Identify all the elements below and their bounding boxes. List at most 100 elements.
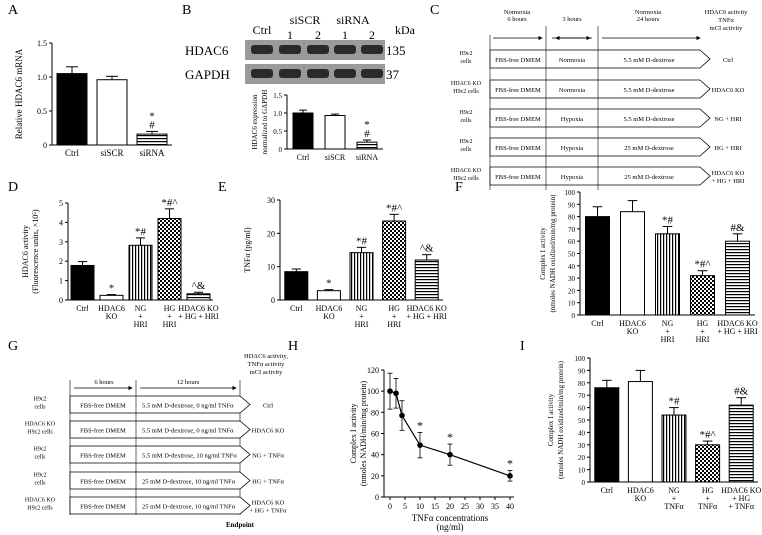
significance-marker: # [149,119,155,131]
y-axis-label: Complex I activity [349,404,358,464]
x-tick-label: 25 [461,502,469,511]
y-axis-label: Complex I activity [547,393,555,446]
panel-letter-g: G [8,339,18,354]
endpoint-header: TNFα activity [248,361,286,368]
category-label: siRNA [356,153,378,162]
treatment-label: 5.5 mM D-dextrose, 0 ng/ml TNFα [142,428,234,435]
significance-marker: ^& [420,243,434,255]
y-tick-label: 30 [578,442,586,450]
y-tick-label: 50 [578,417,586,425]
media-label: FBS-free DMEM [495,87,541,94]
protocol-arrow [69,395,251,414]
protocol-arrow [69,420,251,439]
data-point [447,451,453,458]
media-label: FBS-free DMEM [80,403,126,410]
y-tick-label: 100 [565,189,576,197]
band-name: GAPDH [185,67,230,82]
cell-label: HDAC6 KO [451,168,482,174]
category-label: HG [697,319,709,328]
cell-label: H9c2 cells [453,176,479,182]
y-tick-label: 0 [375,493,379,502]
panel-h: H 0 20 40 60 80 100 120 0 5 10 15 20 25 30 35 40 Complex … [288,339,514,532]
endpoint-header: TNFα [718,17,734,24]
data-point [387,388,393,394]
category-label: KO [635,494,647,503]
y-tick-label: 100 [575,355,586,363]
cell-label: cells [35,455,47,461]
treatment-label: 25 mM D-dextrose, 10 ng/ml TNFα [142,504,236,511]
bar [414,259,439,301]
category-label: HDAC6 KO [717,319,757,328]
y-tick-label: 1.5 [37,39,47,48]
significance-marker: * [109,283,115,295]
y-tick-label: 60 [578,405,586,413]
lane-label: siRNA [336,13,370,27]
cell-label: H9c2 cells [453,89,479,95]
blot-band [279,69,301,78]
group-label: HG + TNFα [252,479,284,486]
y-tick-label: 60 [568,238,576,246]
blot-band [307,69,329,78]
lane-label: siSCR [290,13,321,27]
phase-subtitle: 24 hours [637,16,660,23]
cell-label: H9c2 cells [27,506,53,512]
category-label: + [705,494,710,503]
category-label: HDAC6 [619,319,646,328]
category-label: + [359,312,364,321]
blot-band [251,45,273,54]
significance-marker: * [507,457,513,471]
bar [292,112,314,150]
glucose-label: 5.5 mM D-dextrose [623,116,674,123]
category-label: HG [164,304,176,313]
bar [594,387,620,483]
y-tick-label: 0 [271,296,275,305]
phase-title: Normoxia [635,9,661,16]
cell-label: HDAC6 KO [25,422,56,428]
category-label: + HG [732,494,750,503]
lane-label: Ctrl [253,23,272,37]
cell-label: H9c2 [460,139,473,145]
category-label: HG [388,304,400,313]
category-label: HRI [355,320,369,329]
group-label: Ctrl [263,403,273,410]
y-tick-label: 3 [59,238,63,247]
group-label: HDAC6 KO [712,87,745,94]
protocol-arrow [69,471,251,490]
bar [695,444,721,483]
x-tick-label: 10 [416,502,424,511]
bar [186,293,211,301]
category-label: + [138,312,143,321]
y-tick-label: 5 [59,199,63,208]
y-axis-label: TNFα (pg/ml) [243,227,252,273]
y-tick-label: 2 [59,257,63,266]
media-label: FBS-free DMEM [80,428,126,435]
y-axis-label: (Fluorescence units, ×10⁵) [31,209,40,294]
y-tick-label: 80 [371,408,379,417]
panel-letter-f: F [455,180,463,195]
category-label: HDAC6 [627,486,654,495]
data-point [393,390,399,397]
blot-band [334,45,356,54]
y-axis-label: HDAC6 expression [251,94,259,150]
significance-marker: *#^ [694,259,711,271]
data-point [417,442,423,448]
y-axis-label: (nmoles NADH oxidized/min/mg protein) [549,194,557,313]
bar [157,218,182,301]
y-tick-label: 70 [578,392,586,400]
kda-label: kDa [395,23,416,37]
bar [655,233,680,316]
category-label: + [672,494,677,503]
y-tick-label: 20 [267,229,275,238]
y-tick-label: 4 [59,218,63,227]
band-name: HDAC6 [185,43,229,58]
kda-value: 37 [386,67,400,82]
endpoint-header: HDAC6 activity, [244,353,288,360]
bar [382,220,407,301]
y-tick-label: 0 [43,141,47,150]
bar [136,133,168,146]
panel-letter-i: I [520,339,525,354]
condition-label: Hypoxia [561,174,584,181]
significance-marker: * [364,119,370,131]
